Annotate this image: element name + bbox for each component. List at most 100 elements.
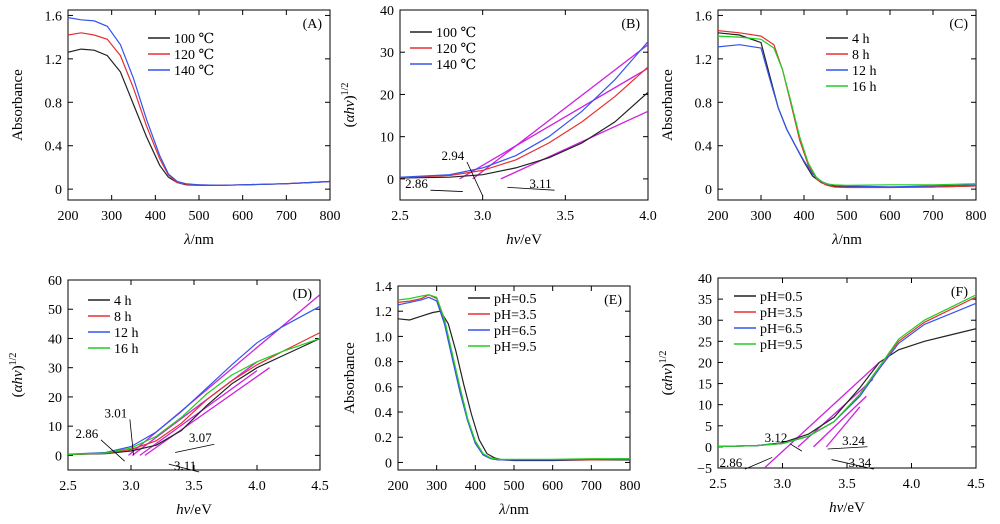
y-tick-label: 1.6 (45, 9, 63, 24)
legend-label: pH=0.5 (760, 290, 803, 305)
plot-frame (399, 9, 649, 201)
y-axis-label: Absorbance (342, 342, 358, 414)
x-tick-label: 500 (837, 209, 858, 224)
series-line-3 (68, 305, 320, 455)
y-tick-label: 0 (705, 441, 712, 456)
panel-tag: (C) (949, 17, 968, 32)
y-tick-label: 35 (698, 293, 712, 308)
annotation-label: 3.07 (189, 430, 212, 445)
y-tick-label: 1.2 (695, 53, 713, 68)
series-line-1 (718, 328, 976, 448)
fit-line (144, 367, 270, 456)
y-tick-label: 30 (380, 46, 394, 61)
y-tick-label: 0.8 (695, 96, 713, 111)
x-tick-label: 800 (966, 209, 987, 224)
y-tick-label: 60 (48, 274, 62, 289)
annotation-leader (175, 443, 215, 453)
annotation-label: 2.86 (405, 176, 428, 191)
annotation-leader (466, 161, 484, 196)
x-tick-label: 3.5 (838, 477, 856, 492)
y-axis-label: Absorbance (10, 69, 26, 141)
y-axis-label-exponent: 1/2 (340, 83, 351, 96)
annotation-leader (789, 443, 803, 452)
x-tick-label: 4.0 (639, 209, 657, 224)
y-axis-label-close: ) (342, 95, 358, 100)
x-tick-label: 3.5 (557, 209, 575, 224)
panel-e: 200 300 400 500 600 700 800 0 0.2 0.4 0.6 0.8 1.0 1.2… (342, 280, 641, 518)
legend-label: 140 ℃ (436, 58, 476, 73)
x-axis-label-unit: /eV (190, 502, 212, 518)
x-tick-label: 4.0 (903, 477, 921, 492)
legend-label: 8 h (852, 48, 870, 63)
x-tick-label: 500 (504, 479, 525, 494)
y-axis-label-exponent: 1/2 (658, 351, 669, 364)
y-axis-label: Absorbance (660, 69, 676, 141)
legend-label: pH=6.5 (760, 322, 803, 337)
y-tick-label: 0.2 (375, 431, 393, 446)
y-tick-label: 0 (385, 456, 392, 471)
x-axis-label-symbol: hv (176, 502, 191, 518)
series-line-3 (718, 44, 976, 188)
annotation-label: 3.34 (849, 455, 872, 470)
panel-tag: (E) (604, 293, 622, 308)
y-tick-label: 0.4 (695, 140, 713, 155)
legend-label: pH=3.5 (760, 306, 803, 321)
x-tick-label: 300 (426, 479, 447, 494)
legend-label: 16 h (852, 80, 877, 95)
annotation-label: 3.24 (842, 433, 865, 448)
x-tick-label: 600 (232, 209, 253, 224)
x-tick-label: 200 (708, 209, 729, 224)
x-axis-label-unit: /nm (506, 502, 530, 518)
y-tick-label: 0 (55, 183, 62, 198)
x-tick-label: 400 (465, 479, 486, 494)
fit-line (500, 110, 648, 180)
y-axis-label-open: ( (10, 392, 26, 397)
fit-line (472, 44, 648, 180)
x-tick-label: 4.5 (311, 479, 329, 494)
legend-label: pH=9.5 (494, 340, 537, 355)
x-axis-label: λ/nm (498, 502, 529, 518)
x-tick-label: 2.5 (59, 479, 77, 494)
panel-tag: (D) (293, 287, 313, 302)
legend-label: 16 h (114, 342, 139, 357)
series-line-4 (68, 337, 320, 456)
y-tick-label: 40 (48, 332, 62, 347)
x-tick-label: 700 (581, 479, 602, 494)
y-tick-label: 1.2 (375, 305, 393, 320)
x-axis-label: λ/nm (183, 232, 214, 248)
plot-data (400, 41, 648, 180)
annotation-label: 2.94 (442, 148, 465, 163)
x-tick-label: 400 (794, 209, 815, 224)
y-tick-label: 20 (698, 356, 712, 371)
panel-tag: (B) (621, 17, 640, 32)
panel-f: 2.5 3.0 3.5 4.0 4.5 −5 0 5 10 15 20 25 30 35 40 hv/eV (α… (658, 272, 985, 516)
annotation-label: 3.11 (529, 176, 551, 191)
x-tick-label: 600 (880, 209, 901, 224)
y-tick-label: 1.2 (45, 53, 63, 68)
x-tick-label: 3.5 (185, 479, 203, 494)
plot-data (718, 294, 976, 468)
x-axis-label-symbol: λ (831, 232, 839, 248)
y-tick-label: 10 (698, 399, 712, 414)
x-axis-label-unit: /eV (843, 500, 865, 516)
series-line-1 (68, 337, 320, 456)
x-tick-label: 2.5 (709, 477, 727, 492)
fit-line (459, 67, 648, 180)
annotation-leader (744, 457, 773, 470)
panel-a: 200 300 400 500 600 700 800 0 0.4 0.8 1.2 1.6 λ/nm Ab… (10, 9, 341, 248)
annotation-leader (129, 419, 134, 456)
annotation-label: 2.86 (720, 455, 743, 470)
y-tick-label: 40 (698, 272, 712, 287)
legend-label: 100 ℃ (174, 32, 214, 47)
annotation-label: 3.01 (105, 405, 128, 420)
y-tick-label: 15 (698, 378, 712, 393)
x-axis-label-symbol: λ (183, 232, 191, 248)
panel-tag: (F) (951, 285, 968, 300)
annotation-leader (831, 459, 874, 470)
legend-label: pH=3.5 (494, 308, 537, 323)
y-tick-label: 20 (380, 88, 394, 103)
x-tick-label: 200 (58, 209, 79, 224)
y-tick-label: 30 (48, 362, 62, 377)
x-tick-label: 800 (320, 209, 341, 224)
x-tick-label: 4.0 (248, 479, 266, 494)
